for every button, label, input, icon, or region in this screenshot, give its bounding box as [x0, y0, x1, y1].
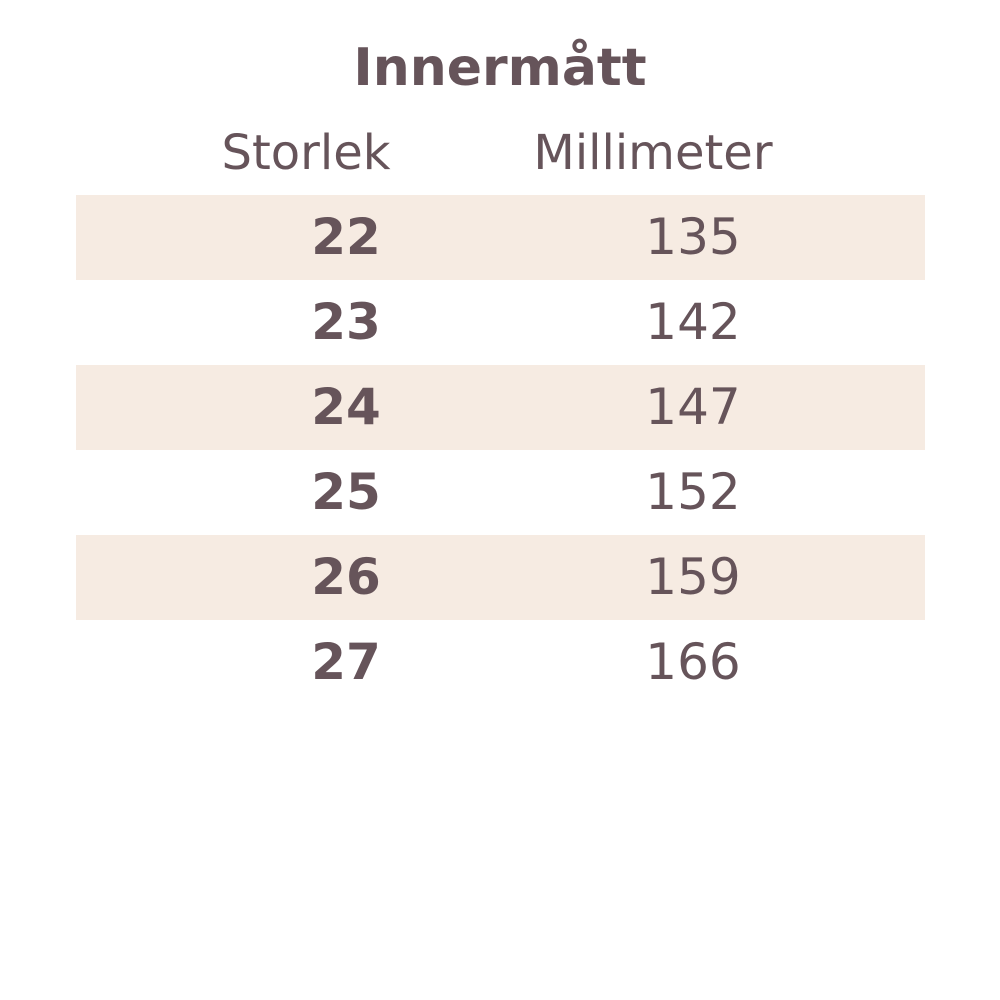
table-row: 27 166: [76, 620, 925, 705]
table-row: 24 147: [76, 365, 925, 450]
size-cell: 26: [311, 548, 381, 606]
table-row: 26 159: [76, 535, 925, 620]
size-cell: 27: [311, 633, 381, 691]
mm-cell: 159: [645, 548, 741, 606]
column-header-size: Storlek: [221, 125, 391, 181]
size-cell: 25: [311, 463, 381, 521]
table-title: Innermått: [353, 38, 647, 98]
mm-cell: 152: [645, 463, 741, 521]
size-cell: 22: [311, 208, 381, 266]
table-row: 23 142: [76, 280, 925, 365]
mm-cell: 166: [645, 633, 741, 691]
size-cell: 23: [311, 293, 381, 351]
table-row: 22 135: [76, 195, 925, 280]
column-header-millimeter: Millimeter: [533, 125, 773, 181]
mm-cell: 135: [645, 208, 741, 266]
mm-cell: 142: [645, 293, 741, 351]
table-row: 25 152: [76, 450, 925, 535]
size-cell: 24: [311, 378, 381, 436]
size-table: 22 135 23 142 24 147 25 152 26 159 27 16…: [76, 195, 925, 705]
mm-cell: 147: [645, 378, 741, 436]
